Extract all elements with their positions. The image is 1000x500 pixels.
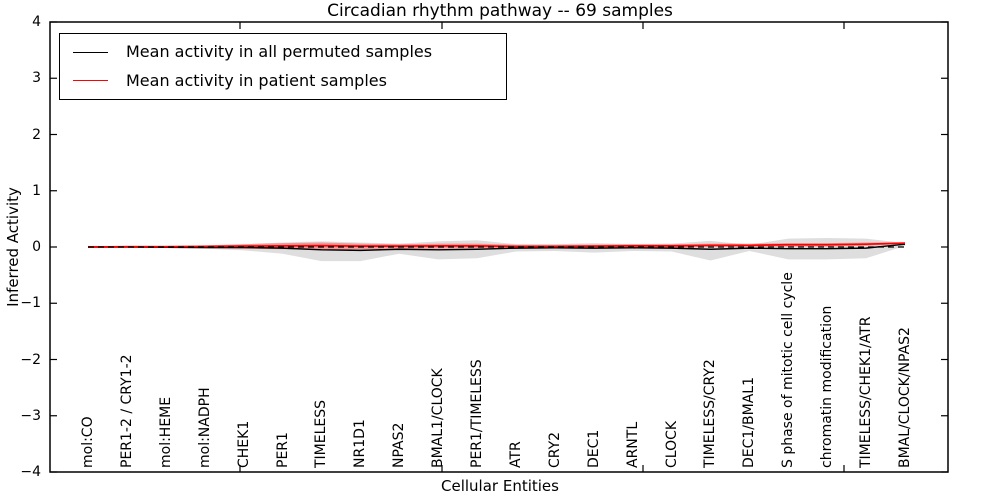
y-tick-label: 4 xyxy=(32,14,41,30)
y-tick-label: −4 xyxy=(20,464,41,480)
category-label: mol:CO xyxy=(80,416,96,468)
permuted-mean-line xyxy=(88,243,906,252)
category-label: TIMELESS/CHEK1/ATR xyxy=(858,316,875,468)
y-tick-label: −1 xyxy=(20,295,41,312)
legend-item-permuted: Mean activity in all permuted samples xyxy=(73,39,506,65)
category-label: DEC1 xyxy=(585,429,602,468)
legend-item-label: Mean activity in all permuted samples xyxy=(126,42,433,62)
legend: Mean activity in all permuted samples Me… xyxy=(59,33,507,100)
category-label: ARNTL xyxy=(624,421,641,468)
category-label: NPAS2 xyxy=(391,422,408,468)
legend-item-patient: Mean activity in patient samples xyxy=(73,68,506,94)
legend-line-sample-permuted xyxy=(73,51,108,53)
y-tick-label: −2 xyxy=(20,351,41,368)
category-label: BMAL1/CLOCK xyxy=(430,368,447,468)
category-label: DEC1/BMAL1 xyxy=(741,377,758,468)
category-label: NR1D1 xyxy=(352,419,369,468)
y-tick-label: 3 xyxy=(32,70,41,87)
y-tick-label: −3 xyxy=(20,407,41,424)
category-label: PER1-2 / CRY1-2 xyxy=(118,354,135,468)
y-tick-label: 1 xyxy=(32,182,41,199)
legend-line-sample-patient xyxy=(73,80,108,82)
category-label: mol:HEME xyxy=(157,396,174,468)
permuted-samples-range-band xyxy=(88,238,905,262)
patient-mean-line xyxy=(87,242,906,248)
legend-item-label: Mean activity in patient samples xyxy=(126,70,387,90)
x-axis-label: Cellular Entities xyxy=(441,477,559,495)
category-label: BMAL/CLOCK/NPAS2 xyxy=(897,327,913,468)
y-tick-label: 2 xyxy=(32,126,41,143)
category-label: CRY2 xyxy=(546,431,563,468)
category-label: mol:NADPH xyxy=(196,387,213,468)
category-label: ATR xyxy=(507,441,524,468)
category-label: TIMELESS xyxy=(313,399,330,468)
category-label: CLOCK xyxy=(663,420,680,468)
chart-title: Circadian rhythm pathway -- 69 samples xyxy=(327,1,673,21)
category-label: CHEK1 xyxy=(235,420,252,468)
category-label: chromatin modification xyxy=(819,305,836,468)
category-label: PER1/TIMELESS xyxy=(469,359,486,468)
category-label: PER1 xyxy=(274,432,291,468)
category-label: TIMELESS/CRY2 xyxy=(702,359,719,468)
y-tick-label: 0 xyxy=(32,239,41,255)
category-label: S phase of mitotic cell cycle xyxy=(780,272,797,468)
